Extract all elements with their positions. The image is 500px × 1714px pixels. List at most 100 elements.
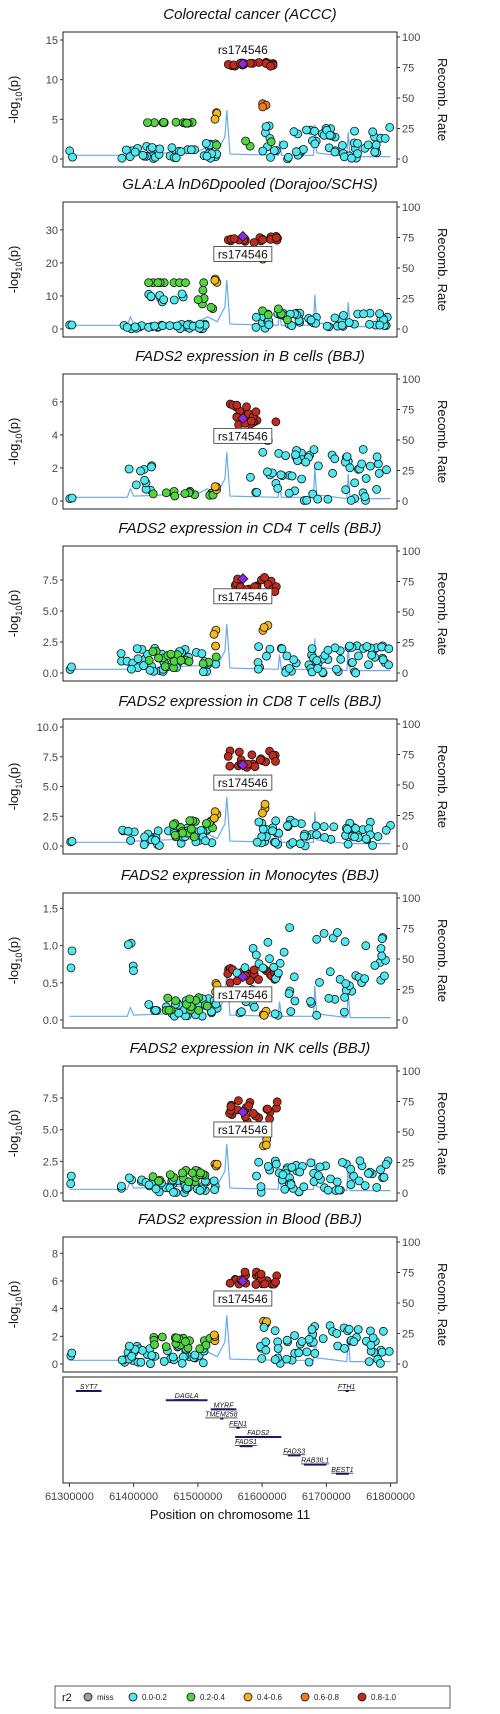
lead-snp-label: rs174546 [218,776,268,790]
snp-point [258,824,268,834]
lead-snp-label: rs174546 [218,590,268,604]
snp-point [187,1168,197,1178]
right-tick-label: 0 [402,496,408,508]
snp-point [150,321,160,331]
snp-point [330,454,340,464]
snp-point [357,459,367,469]
panel-title: FADS2 expression in NK cells (BBJ) [130,1040,371,1057]
snp-point [384,1347,394,1356]
snp-point [68,152,77,162]
snp-point [271,838,280,847]
snp-point [375,1359,385,1368]
snp-point [252,487,262,497]
snp-point [271,417,281,427]
snp-point [309,445,319,455]
snp-point [271,1159,281,1169]
right-tick-label: 75 [402,233,414,245]
snp-point [289,655,299,665]
snp-point [372,484,382,494]
snp-point [297,474,307,484]
snp-point [262,467,272,477]
snp-point [255,755,265,765]
snp-point [150,1340,159,1349]
snp-point [124,1341,134,1351]
y-tick-label: 5.0 [43,1125,58,1137]
y-tick-label: 10 [46,291,58,303]
snp-point [209,1330,219,1340]
x-tick-label: 61800000 [366,1491,415,1503]
snp-point [323,1185,333,1195]
lead-snp-label-box [213,427,273,444]
snp-point [184,1177,194,1187]
gene-track-frame [62,1376,398,1484]
snp-point [376,944,386,953]
snp-point [155,144,165,154]
lead-snp-marker [237,573,249,585]
right-tick-label: 25 [402,985,414,997]
snp-point [211,652,221,662]
snp-point [261,651,271,661]
snp-point [363,1169,373,1178]
snp-point [377,934,387,944]
snp-point [299,831,309,841]
y-tick-label: 0.0 [43,1015,58,1027]
y-tick-label: 7.5 [43,1093,58,1105]
lead-snp-label-box [213,246,273,262]
snp-point [318,1334,328,1343]
snp-point [251,407,261,417]
snp-point [126,664,136,674]
right-tick-label: 50 [402,1298,414,1310]
snp-point [364,1357,374,1366]
legend-frame [54,1685,451,1709]
snp-point [339,152,349,162]
snp-point [360,974,370,983]
snp-point [176,656,186,665]
y-axis-label: -log10(p) [6,76,24,124]
snp-point [250,762,260,772]
snp-point [198,659,208,669]
snp-point [319,929,329,938]
y-tick-label: 7.5 [43,575,58,587]
snp-point [161,1342,171,1351]
snp-point [117,1355,127,1365]
panel-title: FADS2 expression in Monocytes (BBJ) [121,867,379,884]
snp-point [361,941,371,951]
right-tick-label: 75 [402,63,414,75]
lead-snp-label: rs174546 [218,43,268,57]
snp-point [233,1096,243,1106]
y-axis-label: -log10(p) [6,763,24,811]
snp-point [257,808,267,818]
snp-point [291,450,300,460]
snp-point [145,665,155,675]
snp-point [190,1350,200,1360]
snp-point [131,480,141,490]
snp-point [253,664,263,674]
snp-point [377,642,387,652]
right-tick-label: 25 [402,466,414,478]
snp-point [66,1179,76,1189]
snp-point [151,1005,161,1015]
snp-point [133,654,143,664]
snp-point [310,1349,320,1358]
snp-point [232,400,242,410]
snp-point [258,963,268,973]
snp-point [211,641,221,651]
snp-point [67,320,77,330]
panel-title: GLA:LA lnD6Dpooled (Dorajoo/SCHS) [122,176,377,193]
snp-point [201,819,211,828]
right-tick-label: 25 [402,294,414,306]
snp-point [140,475,150,485]
snp-point [266,137,276,147]
snp-point [177,1358,187,1368]
snp-point [322,321,332,331]
panel-title: FADS2 expression in B cells (BBJ) [135,348,365,365]
snp-point [245,472,255,482]
y-axis-label: -log10(p) [6,418,24,466]
legend-label: miss [97,1693,113,1702]
lead-snp-label: rs174546 [218,1123,268,1137]
x-tick-label: 61400000 [109,1491,158,1503]
snp-point [260,1279,270,1289]
right-axis-label: Recomb. Rate [435,228,450,311]
snp-point [136,466,145,476]
lead-snp-label: rs174546 [218,988,268,1002]
